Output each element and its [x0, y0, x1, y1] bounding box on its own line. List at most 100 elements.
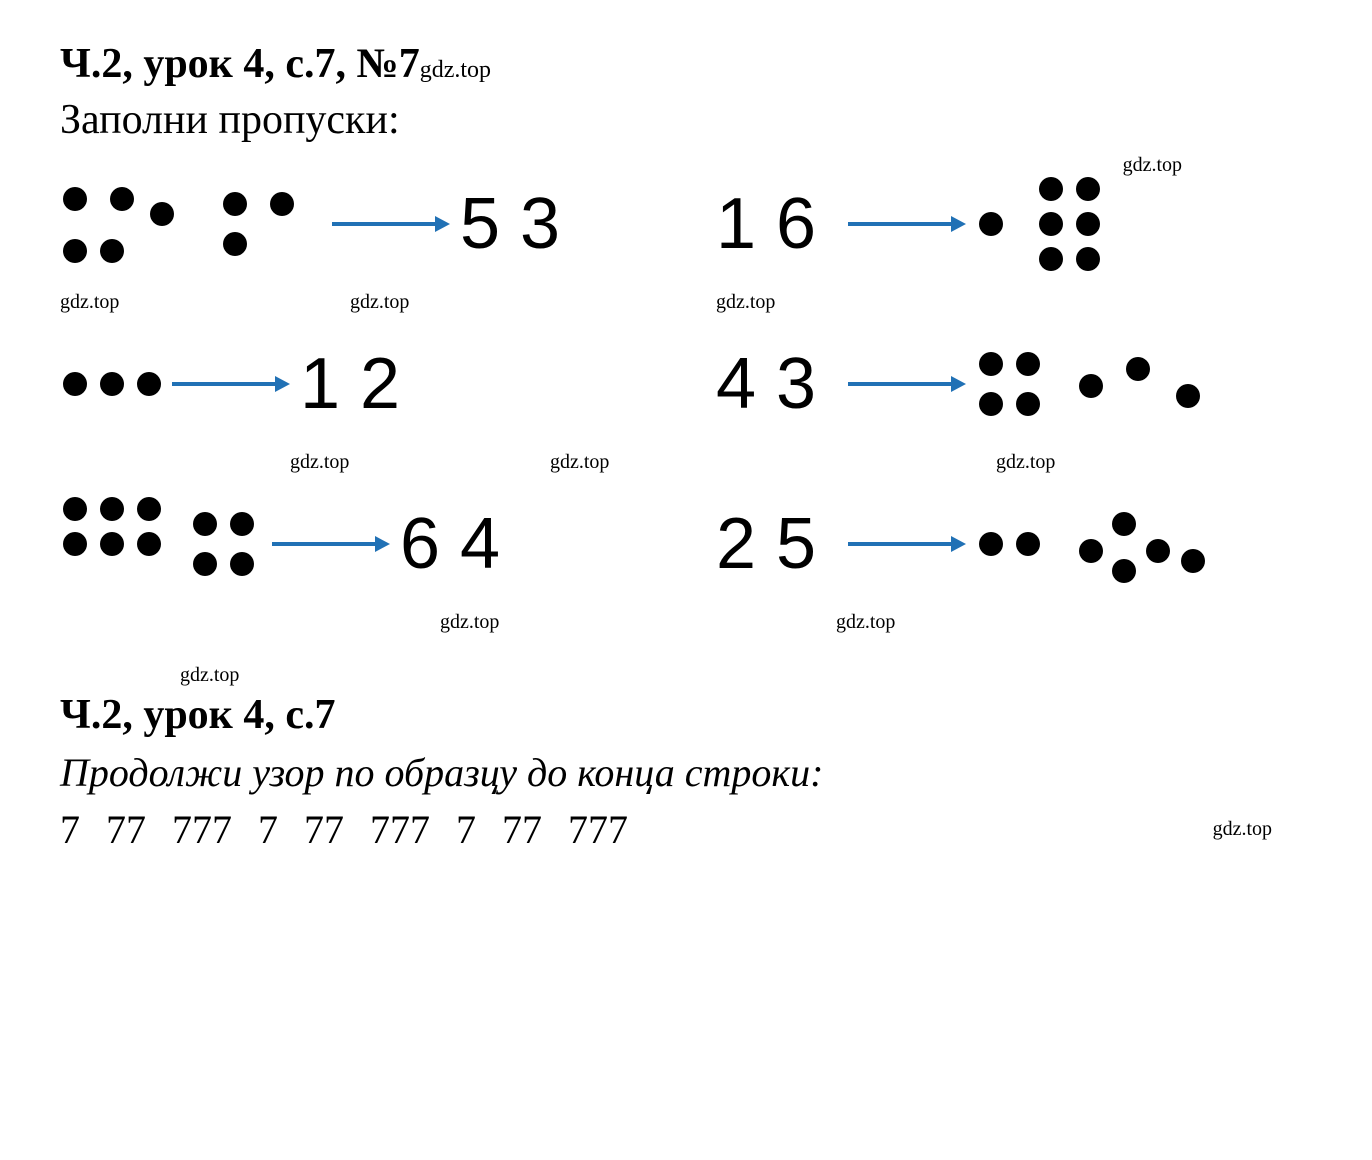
exercise-content: 53	[60, 174, 656, 274]
dot	[1079, 374, 1103, 398]
watermark-small: gdz.top	[420, 57, 491, 83]
exercise-content: 64	[60, 494, 656, 594]
pattern-item: 77	[304, 806, 344, 853]
dot	[63, 187, 87, 211]
dot	[1016, 532, 1040, 556]
dot	[1112, 559, 1136, 583]
exercise-item: 53gdz.topgdz.top	[60, 174, 656, 274]
watermark: gdz.top	[1213, 818, 1272, 841]
arrow-icon	[170, 369, 290, 399]
exercise-row: 53gdz.topgdz.top 16gdz.topgdz.top	[60, 174, 1312, 274]
arrow-icon	[846, 209, 966, 239]
dot	[979, 532, 1003, 556]
exercise-content: 12	[60, 334, 656, 434]
pattern-item: 77	[106, 806, 146, 853]
dot-group	[220, 189, 320, 259]
dot	[979, 392, 1003, 416]
dot	[1112, 512, 1136, 536]
dots-area	[976, 509, 1206, 579]
dots-area	[976, 174, 1106, 274]
pattern-item: 7	[456, 806, 476, 853]
dots-area	[60, 369, 160, 399]
dot-group	[60, 184, 190, 264]
dot	[193, 552, 217, 576]
arrow-icon	[846, 369, 966, 399]
dot	[979, 352, 1003, 376]
dot-group	[1076, 354, 1196, 414]
arrow-icon	[846, 529, 966, 559]
exercise-content: 25	[716, 494, 1312, 594]
dot	[1076, 247, 1100, 271]
dot	[230, 552, 254, 576]
dot	[1076, 212, 1100, 236]
dot	[1181, 549, 1205, 573]
exercise-content: 43	[716, 334, 1312, 434]
exercise-item: 43gdz.top	[716, 334, 1312, 434]
dot	[100, 372, 124, 396]
dot	[193, 512, 217, 536]
dot	[63, 372, 87, 396]
dot	[150, 202, 174, 226]
dot	[137, 532, 161, 556]
dot-group	[976, 349, 1046, 419]
number-display: 64	[400, 503, 520, 585]
dot	[100, 497, 124, 521]
dot	[137, 497, 161, 521]
section2-instruction: Продолжи узор по образцу до конца строки…	[60, 749, 1312, 796]
exercise-item: 64gdz.top	[60, 494, 656, 594]
pattern-item: 777	[172, 806, 232, 853]
watermark: gdz.top	[290, 451, 349, 474]
pattern-item: 7	[258, 806, 278, 853]
dot	[1039, 212, 1063, 236]
watermark: gdz.top	[180, 664, 1312, 687]
dot	[1126, 357, 1150, 381]
instruction-text: Заполни пропуски:	[60, 96, 1312, 144]
watermark: gdz.top	[550, 451, 609, 474]
header-text: Ч.2, урок 4, с.7, №7	[60, 41, 420, 87]
dots-area	[976, 349, 1196, 419]
exercise-row: 12gdz.topgdz.top43gdz.top	[60, 334, 1312, 434]
dot	[1176, 384, 1200, 408]
dot	[137, 372, 161, 396]
watermark: gdz.top	[716, 291, 775, 314]
dot-group	[976, 529, 1046, 559]
number-display: 12	[300, 343, 420, 425]
dot	[230, 512, 254, 536]
dot	[1146, 539, 1170, 563]
dot-group	[60, 369, 160, 399]
dot	[63, 497, 87, 521]
watermark: gdz.top	[350, 291, 409, 314]
dots-area	[60, 494, 260, 594]
watermark: gdz.top	[60, 291, 119, 314]
watermark: gdz.top	[996, 451, 1055, 474]
dot	[979, 212, 1003, 236]
dots-area	[60, 184, 320, 264]
pattern-item: 77	[502, 806, 542, 853]
dot-group	[1036, 174, 1106, 274]
dot	[223, 232, 247, 256]
dot-group	[60, 494, 160, 594]
dot	[63, 239, 87, 263]
arrow-icon	[270, 529, 390, 559]
watermark: gdz.top	[440, 611, 499, 634]
dot	[63, 532, 87, 556]
dot-group	[1076, 509, 1206, 579]
section2-header: Ч.2, урок 4, с.7	[60, 691, 1312, 739]
dot-group	[190, 509, 260, 579]
number-display: 25	[716, 503, 836, 585]
dot	[1079, 539, 1103, 563]
exercise-header: Ч.2, урок 4, с.7, №7gdz.top	[60, 40, 1312, 88]
number-display: 53	[460, 183, 580, 265]
watermark: gdz.top	[1123, 154, 1182, 177]
dot	[270, 192, 294, 216]
exercise-item: 16gdz.topgdz.top	[716, 174, 1312, 274]
dot	[1039, 247, 1063, 271]
pattern-item: 7	[60, 806, 80, 853]
number-display: 43	[716, 343, 836, 425]
dot	[1039, 177, 1063, 201]
number-display: 16	[716, 183, 836, 265]
watermark: gdz.top	[836, 611, 895, 634]
dot	[1016, 352, 1040, 376]
section-2: gdz.top Ч.2, урок 4, с.7 Продолжи узор п…	[60, 664, 1312, 853]
exercise-item: 25gdz.top	[716, 494, 1312, 594]
